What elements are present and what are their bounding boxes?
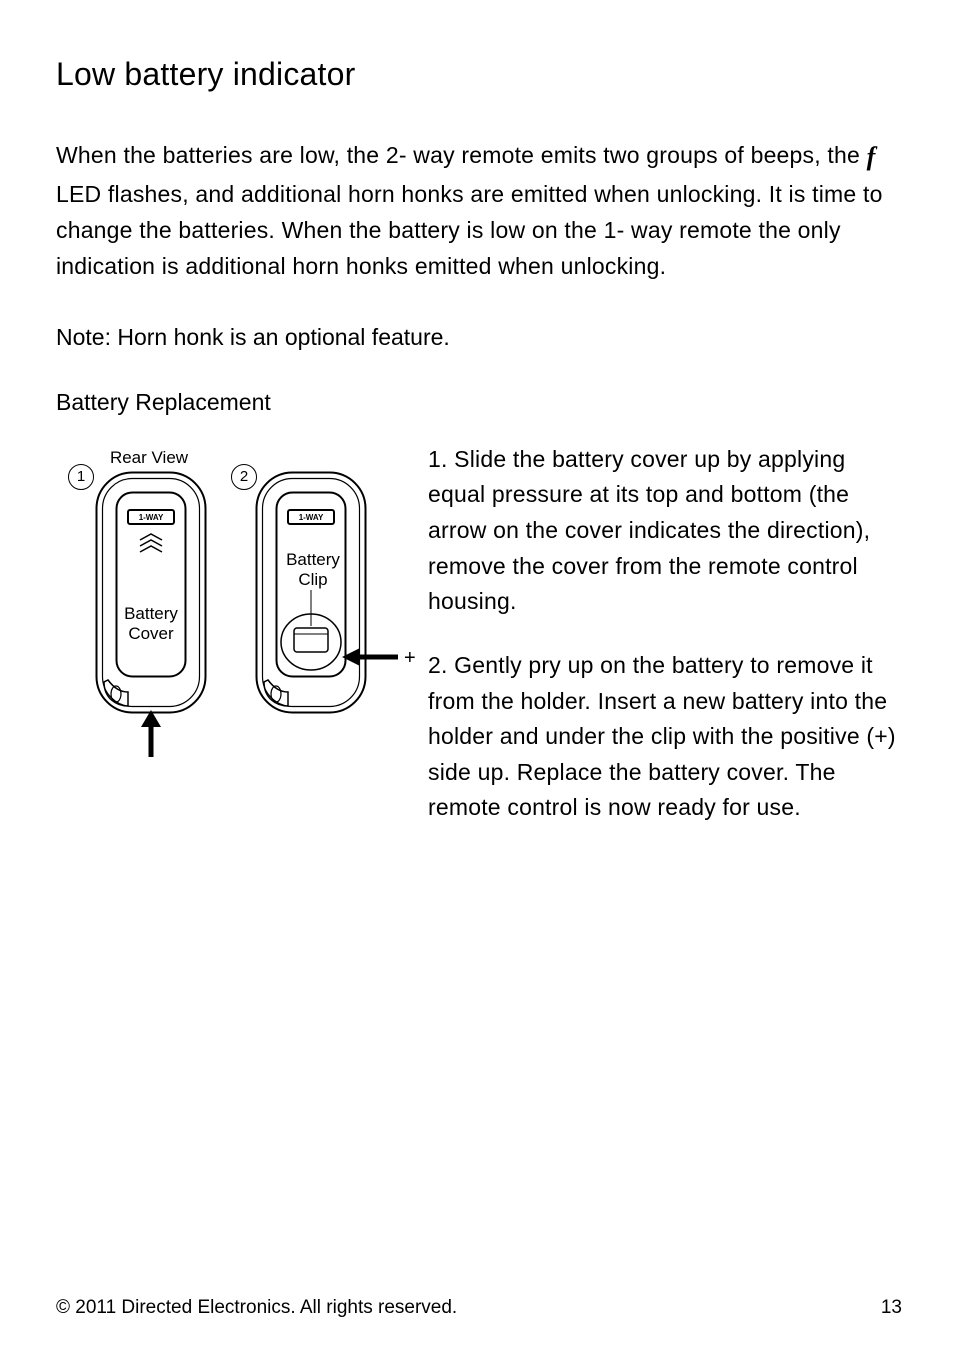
battery-cover-label-1: Battery — [124, 604, 178, 623]
svg-text:1-WAY: 1-WAY — [299, 513, 324, 522]
note-label: Note: — [56, 324, 111, 350]
note-text: Horn honk is an optional feature. — [111, 324, 450, 350]
remote-battery-clip-icon: 1-WAY + — [246, 462, 416, 752]
intro-text-a: When the batteries are low, the 2- way r… — [56, 142, 867, 168]
svg-text:1-WAY: 1-WAY — [139, 513, 164, 522]
page-heading: Low battery indicator — [56, 56, 902, 93]
content-row: 1 2 Rear View 1-WAY — [56, 442, 902, 854]
step-1: 1. Slide the battery cover up by applyin… — [428, 442, 902, 620]
f-led-icon: f — [867, 137, 876, 177]
battery-replacement-heading: Battery Replacement — [56, 389, 902, 416]
battery-clip-label-1: Battery — [286, 550, 340, 569]
copyright-text: © 2011 Directed Electronics. All rights … — [56, 1297, 457, 1319]
battery-clip-label-2: Clip — [298, 570, 327, 589]
battery-cover-label: Battery Cover — [120, 604, 182, 645]
battery-clip-label: Battery Clip — [282, 550, 344, 591]
battery-cover-label-2: Cover — [128, 624, 173, 643]
intro-paragraph: When the batteries are low, the 2- way r… — [56, 137, 902, 284]
step-2: 2. Gently pry up on the battery to remov… — [428, 648, 902, 826]
note-line: Note: Horn honk is an optional feature. — [56, 320, 902, 355]
steps-column: 1. Slide the battery cover up by applyin… — [428, 442, 902, 854]
page-number: 13 — [881, 1297, 902, 1319]
intro-text-b: LED flashes, and additional horn honks a… — [56, 181, 883, 278]
page-footer: © 2011 Directed Electronics. All rights … — [56, 1297, 902, 1319]
diagram-area: 1 2 Rear View 1-WAY — [56, 442, 406, 772]
svg-text:+: + — [404, 647, 416, 669]
